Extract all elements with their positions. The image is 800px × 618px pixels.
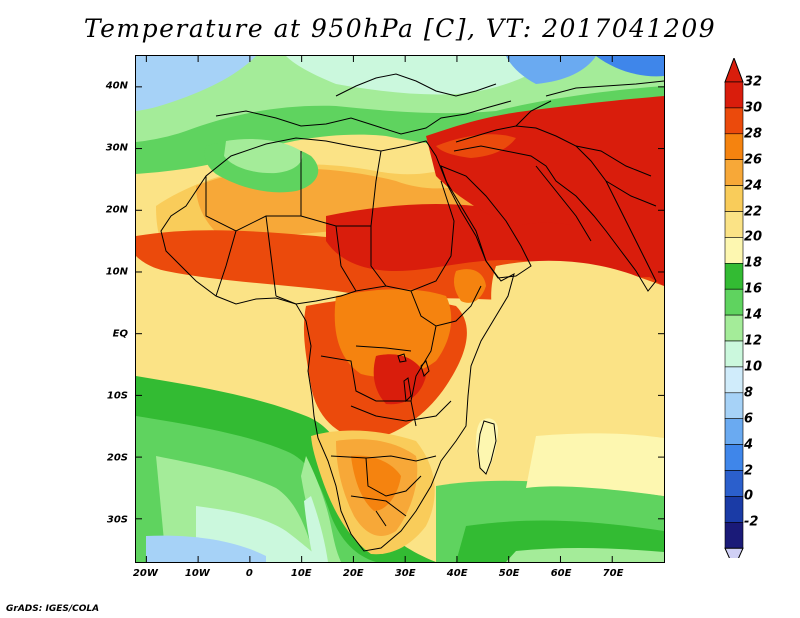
grads-credit: GrADS: IGES/COLA [6, 604, 100, 614]
colorbar-cell [724, 470, 744, 497]
colorbar-label: 12 [744, 333, 763, 349]
colorbar-cell [724, 288, 744, 316]
lon-tick-label: 10E [290, 568, 312, 579]
colorbar-label: 28 [744, 126, 763, 142]
lon-tick-label: 20E [342, 568, 364, 579]
lon-tick-label: 50E [498, 568, 520, 579]
colorbar-label: 16 [744, 281, 763, 297]
lat-tick-label: 40N [105, 80, 128, 92]
colorbar [724, 58, 744, 558]
colorbar-cell [724, 340, 744, 368]
colorbar-label: 26 [744, 152, 763, 168]
lon-tick-label: 30E [394, 568, 416, 579]
colorbar-cell [724, 444, 744, 471]
lon-tick-label: 60E [550, 568, 572, 579]
colorbar-cell [724, 496, 744, 523]
lon-tick-label: 0 [245, 568, 253, 579]
lon-tick-label: 70E [602, 568, 624, 579]
colorbar-cell [724, 263, 744, 290]
colorbar-cell [724, 211, 744, 238]
temperature-map [135, 55, 665, 563]
colorbar-cell [724, 418, 744, 445]
colorbar-label: 8 [744, 385, 754, 401]
lat-tick-label: 20N [105, 204, 128, 216]
lat-tick-label: 30S [106, 514, 128, 526]
colorbar-overflow-high [724, 58, 744, 83]
colorbar-cell [724, 521, 744, 549]
colorbar-cell [724, 107, 744, 135]
colorbar-label: 2 [744, 463, 754, 478]
axis-ticks [136, 56, 664, 562]
lon-tick-label: 20W [132, 568, 158, 579]
lat-tick-label: 30N [105, 142, 128, 154]
chart-title: Temperature at 950hPa [C], VT: 201704120… [83, 14, 717, 43]
colorbar-cell [724, 159, 744, 186]
colorbar-cell [724, 133, 744, 161]
lat-tick-label: EQ [112, 328, 128, 340]
colorbar-label: 10 [744, 359, 763, 375]
colorbar-cell [724, 185, 744, 212]
colorbar-label: 4 [744, 437, 754, 453]
lat-tick-label: 10S [106, 390, 128, 402]
colorbar-label: 22 [744, 204, 763, 219]
colorbar-label: 14 [744, 307, 763, 323]
colorbar-label: -2 [744, 514, 759, 530]
colorbar-label: 20 [744, 229, 763, 245]
coastline-borders [160, 73, 664, 552]
colorbar-label: 0 [744, 488, 754, 504]
temperature-fill [136, 56, 664, 562]
colorbar-cell [724, 366, 744, 394]
colorbar-cell [724, 314, 744, 342]
colorbar-label: 30 [744, 100, 763, 116]
colorbar-label: 6 [744, 411, 754, 427]
lon-tick-label: 10W [184, 568, 210, 579]
colorbar-cell [724, 392, 744, 419]
lat-tick-label: 20S [106, 452, 128, 464]
colorbar-label: 18 [744, 255, 763, 271]
lon-tick-label: 40E [446, 568, 468, 579]
colorbar-cell [724, 81, 744, 109]
colorbar-label: 24 [744, 178, 763, 194]
lat-tick-label: 10N [105, 266, 128, 278]
colorbar-overflow-low [724, 547, 744, 558]
colorbar-label: 32 [744, 74, 763, 90]
colorbar-cell [724, 237, 744, 264]
